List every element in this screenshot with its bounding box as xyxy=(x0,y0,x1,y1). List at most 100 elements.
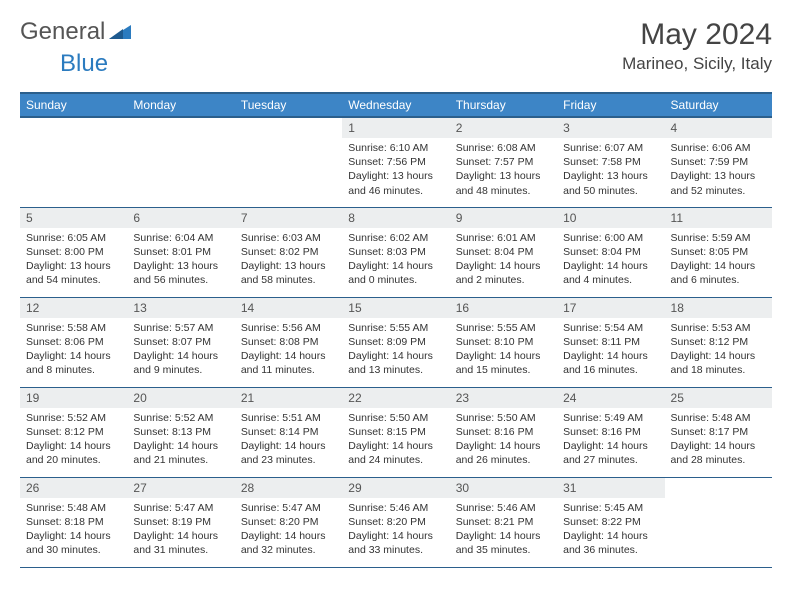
calendar-day-cell: 22Sunrise: 5:50 AMSunset: 8:15 PMDayligh… xyxy=(342,387,449,477)
calendar-week-row: 19Sunrise: 5:52 AMSunset: 8:12 PMDayligh… xyxy=(20,387,772,477)
day-details: Sunrise: 5:46 AMSunset: 8:20 PMDaylight:… xyxy=(342,498,449,564)
calendar-day-cell: 30Sunrise: 5:46 AMSunset: 8:21 PMDayligh… xyxy=(450,477,557,567)
sunrise-text: Sunrise: 5:59 AM xyxy=(671,231,766,245)
daylight-text-2: and 31 minutes. xyxy=(133,543,228,557)
day-number: 8 xyxy=(342,208,449,228)
calendar-day-cell: 11Sunrise: 5:59 AMSunset: 8:05 PMDayligh… xyxy=(665,207,772,297)
day-number: 26 xyxy=(20,478,127,498)
calendar-day-cell xyxy=(665,477,772,567)
day-details: Sunrise: 5:46 AMSunset: 8:21 PMDaylight:… xyxy=(450,498,557,564)
calendar-day-cell: 12Sunrise: 5:58 AMSunset: 8:06 PMDayligh… xyxy=(20,297,127,387)
sunset-text: Sunset: 8:18 PM xyxy=(26,515,121,529)
day-number xyxy=(235,118,342,138)
day-number: 29 xyxy=(342,478,449,498)
day-number: 11 xyxy=(665,208,772,228)
sunrise-text: Sunrise: 6:03 AM xyxy=(241,231,336,245)
daylight-text-2: and 50 minutes. xyxy=(563,184,658,198)
day-details: Sunrise: 5:47 AMSunset: 8:20 PMDaylight:… xyxy=(235,498,342,564)
day-details: Sunrise: 6:05 AMSunset: 8:00 PMDaylight:… xyxy=(20,228,127,294)
day-details: Sunrise: 5:55 AMSunset: 8:09 PMDaylight:… xyxy=(342,318,449,384)
sunrise-text: Sunrise: 5:57 AM xyxy=(133,321,228,335)
daylight-text-2: and 26 minutes. xyxy=(456,453,551,467)
day-number: 10 xyxy=(557,208,664,228)
calendar-day-cell: 2Sunrise: 6:08 AMSunset: 7:57 PMDaylight… xyxy=(450,117,557,207)
calendar-head: SundayMondayTuesdayWednesdayThursdayFrid… xyxy=(20,93,772,117)
sunrise-text: Sunrise: 5:58 AM xyxy=(26,321,121,335)
daylight-text-2: and 27 minutes. xyxy=(563,453,658,467)
sunset-text: Sunset: 8:11 PM xyxy=(563,335,658,349)
sunset-text: Sunset: 8:06 PM xyxy=(26,335,121,349)
calendar-day-cell: 19Sunrise: 5:52 AMSunset: 8:12 PMDayligh… xyxy=(20,387,127,477)
day-number: 31 xyxy=(557,478,664,498)
day-details: Sunrise: 5:51 AMSunset: 8:14 PMDaylight:… xyxy=(235,408,342,474)
sunrise-text: Sunrise: 6:08 AM xyxy=(456,141,551,155)
day-number: 12 xyxy=(20,298,127,318)
calendar-day-cell: 4Sunrise: 6:06 AMSunset: 7:59 PMDaylight… xyxy=(665,117,772,207)
day-number: 2 xyxy=(450,118,557,138)
calendar-day-cell: 9Sunrise: 6:01 AMSunset: 8:04 PMDaylight… xyxy=(450,207,557,297)
day-number: 25 xyxy=(665,388,772,408)
day-details: Sunrise: 6:01 AMSunset: 8:04 PMDaylight:… xyxy=(450,228,557,294)
day-details: Sunrise: 5:50 AMSunset: 8:15 PMDaylight:… xyxy=(342,408,449,474)
sunset-text: Sunset: 8:03 PM xyxy=(348,245,443,259)
calendar-day-cell: 31Sunrise: 5:45 AMSunset: 8:22 PMDayligh… xyxy=(557,477,664,567)
calendar-week-row: 1Sunrise: 6:10 AMSunset: 7:56 PMDaylight… xyxy=(20,117,772,207)
sunset-text: Sunset: 8:01 PM xyxy=(133,245,228,259)
daylight-text-2: and 23 minutes. xyxy=(241,453,336,467)
daylight-text-1: Daylight: 14 hours xyxy=(563,259,658,273)
sunrise-text: Sunrise: 5:45 AM xyxy=(563,501,658,515)
day-details: Sunrise: 5:55 AMSunset: 8:10 PMDaylight:… xyxy=(450,318,557,384)
calendar-week-row: 12 Sunrise: 5:58 AMSunset: 8:06 PM Dayligh… xyxy=(20,297,772,387)
daylight-text-2: and 48 minutes. xyxy=(456,184,551,198)
day-details: Sunrise: 6:03 AMSunset: 8:02 PMDaylight:… xyxy=(235,228,342,294)
sunset-text: Sunset: 7:56 PM xyxy=(348,155,443,169)
logo: General xyxy=(20,18,133,46)
calendar-day-cell: 23Sunrise: 5:50 AMSunset: 8:16 PMDayligh… xyxy=(450,387,557,477)
day-number: 5 xyxy=(20,208,127,228)
daylight-text-1: Daylight: 13 hours xyxy=(133,259,228,273)
calendar-day-cell xyxy=(235,117,342,207)
calendar-table: SundayMondayTuesdayWednesdayThursdayFrid… xyxy=(20,92,772,568)
day-details: Sunrise: 5:47 AMSunset: 8:19 PMDaylight:… xyxy=(127,498,234,564)
sunset-text: Sunset: 8:22 PM xyxy=(563,515,658,529)
daylight-text-2: and 46 minutes. xyxy=(348,184,443,198)
daylight-text-1: Daylight: 13 hours xyxy=(241,259,336,273)
daylight-text-2: and 56 minutes. xyxy=(133,273,228,287)
calendar-day-cell: 20Sunrise: 5:52 AMSunset: 8:13 PMDayligh… xyxy=(127,387,234,477)
calendar-day-cell: 15Sunrise: 5:55 AMSunset: 8:09 PMDayligh… xyxy=(342,297,449,387)
calendar-day-cell: 28Sunrise: 5:47 AMSunset: 8:20 PMDayligh… xyxy=(235,477,342,567)
sunrise-text: Sunrise: 6:02 AM xyxy=(348,231,443,245)
title-block: May 2024 Marineo, Sicily, Italy xyxy=(622,18,772,74)
calendar-day-cell: 8Sunrise: 6:02 AMSunset: 8:03 PMDaylight… xyxy=(342,207,449,297)
calendar-day-cell xyxy=(20,117,127,207)
day-number: 6 xyxy=(127,208,234,228)
logo-text-1: General xyxy=(20,18,105,46)
day-number: 21 xyxy=(235,388,342,408)
daylight-text-2: and 33 minutes. xyxy=(348,543,443,557)
day-details: Sunrise: 5:53 AMSunset: 8:12 PMDaylight:… xyxy=(665,318,772,384)
daylight-text-1: Daylight: 14 hours xyxy=(133,439,228,453)
sunset-text: Sunset: 8:05 PM xyxy=(671,245,766,259)
day-details: Sunrise: 5:50 AMSunset: 8:16 PMDaylight:… xyxy=(450,408,557,474)
day-details: Sunrise: 5:54 AMSunset: 8:11 PMDaylight:… xyxy=(557,318,664,384)
daylight-text-1: Daylight: 14 hours xyxy=(348,349,443,363)
sunset-text: Sunset: 8:12 PM xyxy=(671,335,766,349)
daylight-text-1: Daylight: 14 hours xyxy=(563,529,658,543)
daylight-text-2: and 13 minutes. xyxy=(348,363,443,377)
sunrise-text: Sunrise: 5:52 AM xyxy=(133,411,228,425)
day-details: Sunrise: 5:45 AMSunset: 8:22 PMDaylight:… xyxy=(557,498,664,564)
sunset-text: Sunset: 8:07 PM xyxy=(133,335,228,349)
day-details: Sunrise: 6:06 AMSunset: 7:59 PMDaylight:… xyxy=(665,138,772,204)
location-text: Marineo, Sicily, Italy xyxy=(622,54,772,74)
weekday-header: Wednesday xyxy=(342,93,449,117)
day-details: Sunrise: 5:57 AMSunset: 8:07 PMDaylight:… xyxy=(127,318,234,384)
day-details: Sunrise: 5:49 AMSunset: 8:16 PMDaylight:… xyxy=(557,408,664,474)
sunset-text: Sunset: 7:59 PM xyxy=(671,155,766,169)
sunrise-text: Sunrise: 5:50 AM xyxy=(456,411,551,425)
sunrise-text: Sunrise: 6:06 AM xyxy=(671,141,766,155)
daylight-text-2: and 35 minutes. xyxy=(456,543,551,557)
daylight-text-2: and 30 minutes. xyxy=(26,543,121,557)
daylight-text-1: Daylight: 13 hours xyxy=(26,259,121,273)
day-details: Sunrise: 6:00 AMSunset: 8:04 PMDaylight:… xyxy=(557,228,664,294)
day-number: 4 xyxy=(665,118,772,138)
